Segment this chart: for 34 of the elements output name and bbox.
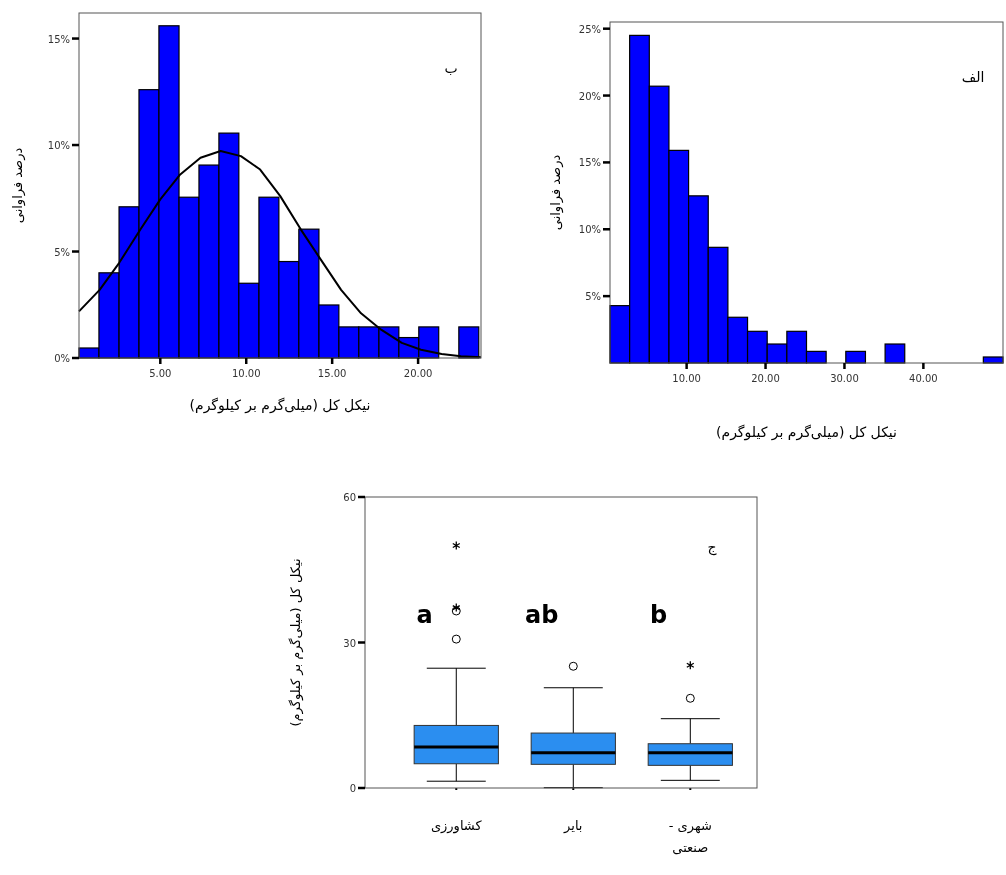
ytick: 10% xyxy=(578,224,601,236)
xlabel: نیکل کل (میلی‌گرم بر کیلوگرم) xyxy=(716,424,897,440)
ytick: 30 xyxy=(343,637,356,649)
xtick: 30.00 xyxy=(830,373,859,384)
ytick: 0% xyxy=(54,353,70,364)
annotation: a xyxy=(416,601,433,629)
annotation: b xyxy=(650,601,668,629)
xtick: 20.00 xyxy=(751,373,780,384)
xtick: 15.00 xyxy=(317,368,347,379)
ytick: 60 xyxy=(343,492,356,503)
annotation: ab xyxy=(525,601,559,629)
annotation: الف xyxy=(961,69,985,85)
xtick: 20.00 xyxy=(403,368,433,379)
ytick: 25% xyxy=(578,23,601,35)
xtick: بایر xyxy=(564,818,583,833)
xlabel: نیکل کل (میلی‌گرم بر کیلوگرم) xyxy=(189,397,371,413)
ytick: 15% xyxy=(47,33,70,45)
ytick: 10% xyxy=(47,140,70,152)
annotation: ج xyxy=(707,539,717,555)
xtick: 10.00 xyxy=(231,368,261,379)
xtick: شهری - صنعتی xyxy=(668,818,712,855)
ytick: 0 xyxy=(349,783,356,794)
ylabel: نیکل کل (میلی‌گرم بر کیلوگرم) xyxy=(288,558,303,727)
annotation: ب xyxy=(444,60,458,76)
ytick: 5% xyxy=(585,291,601,303)
ytick: 20% xyxy=(578,90,601,102)
xtick: 5.00 xyxy=(149,368,172,379)
xtick: 40.00 xyxy=(909,373,938,384)
ytick: 5% xyxy=(54,246,70,258)
xtick: کشاورزی xyxy=(430,818,482,833)
ylabel: درصد فراوانی xyxy=(10,147,25,224)
xtick: 10.00 xyxy=(672,373,701,384)
ytick: 15% xyxy=(578,157,601,169)
ylabel: درصد فراوانی xyxy=(548,154,563,231)
